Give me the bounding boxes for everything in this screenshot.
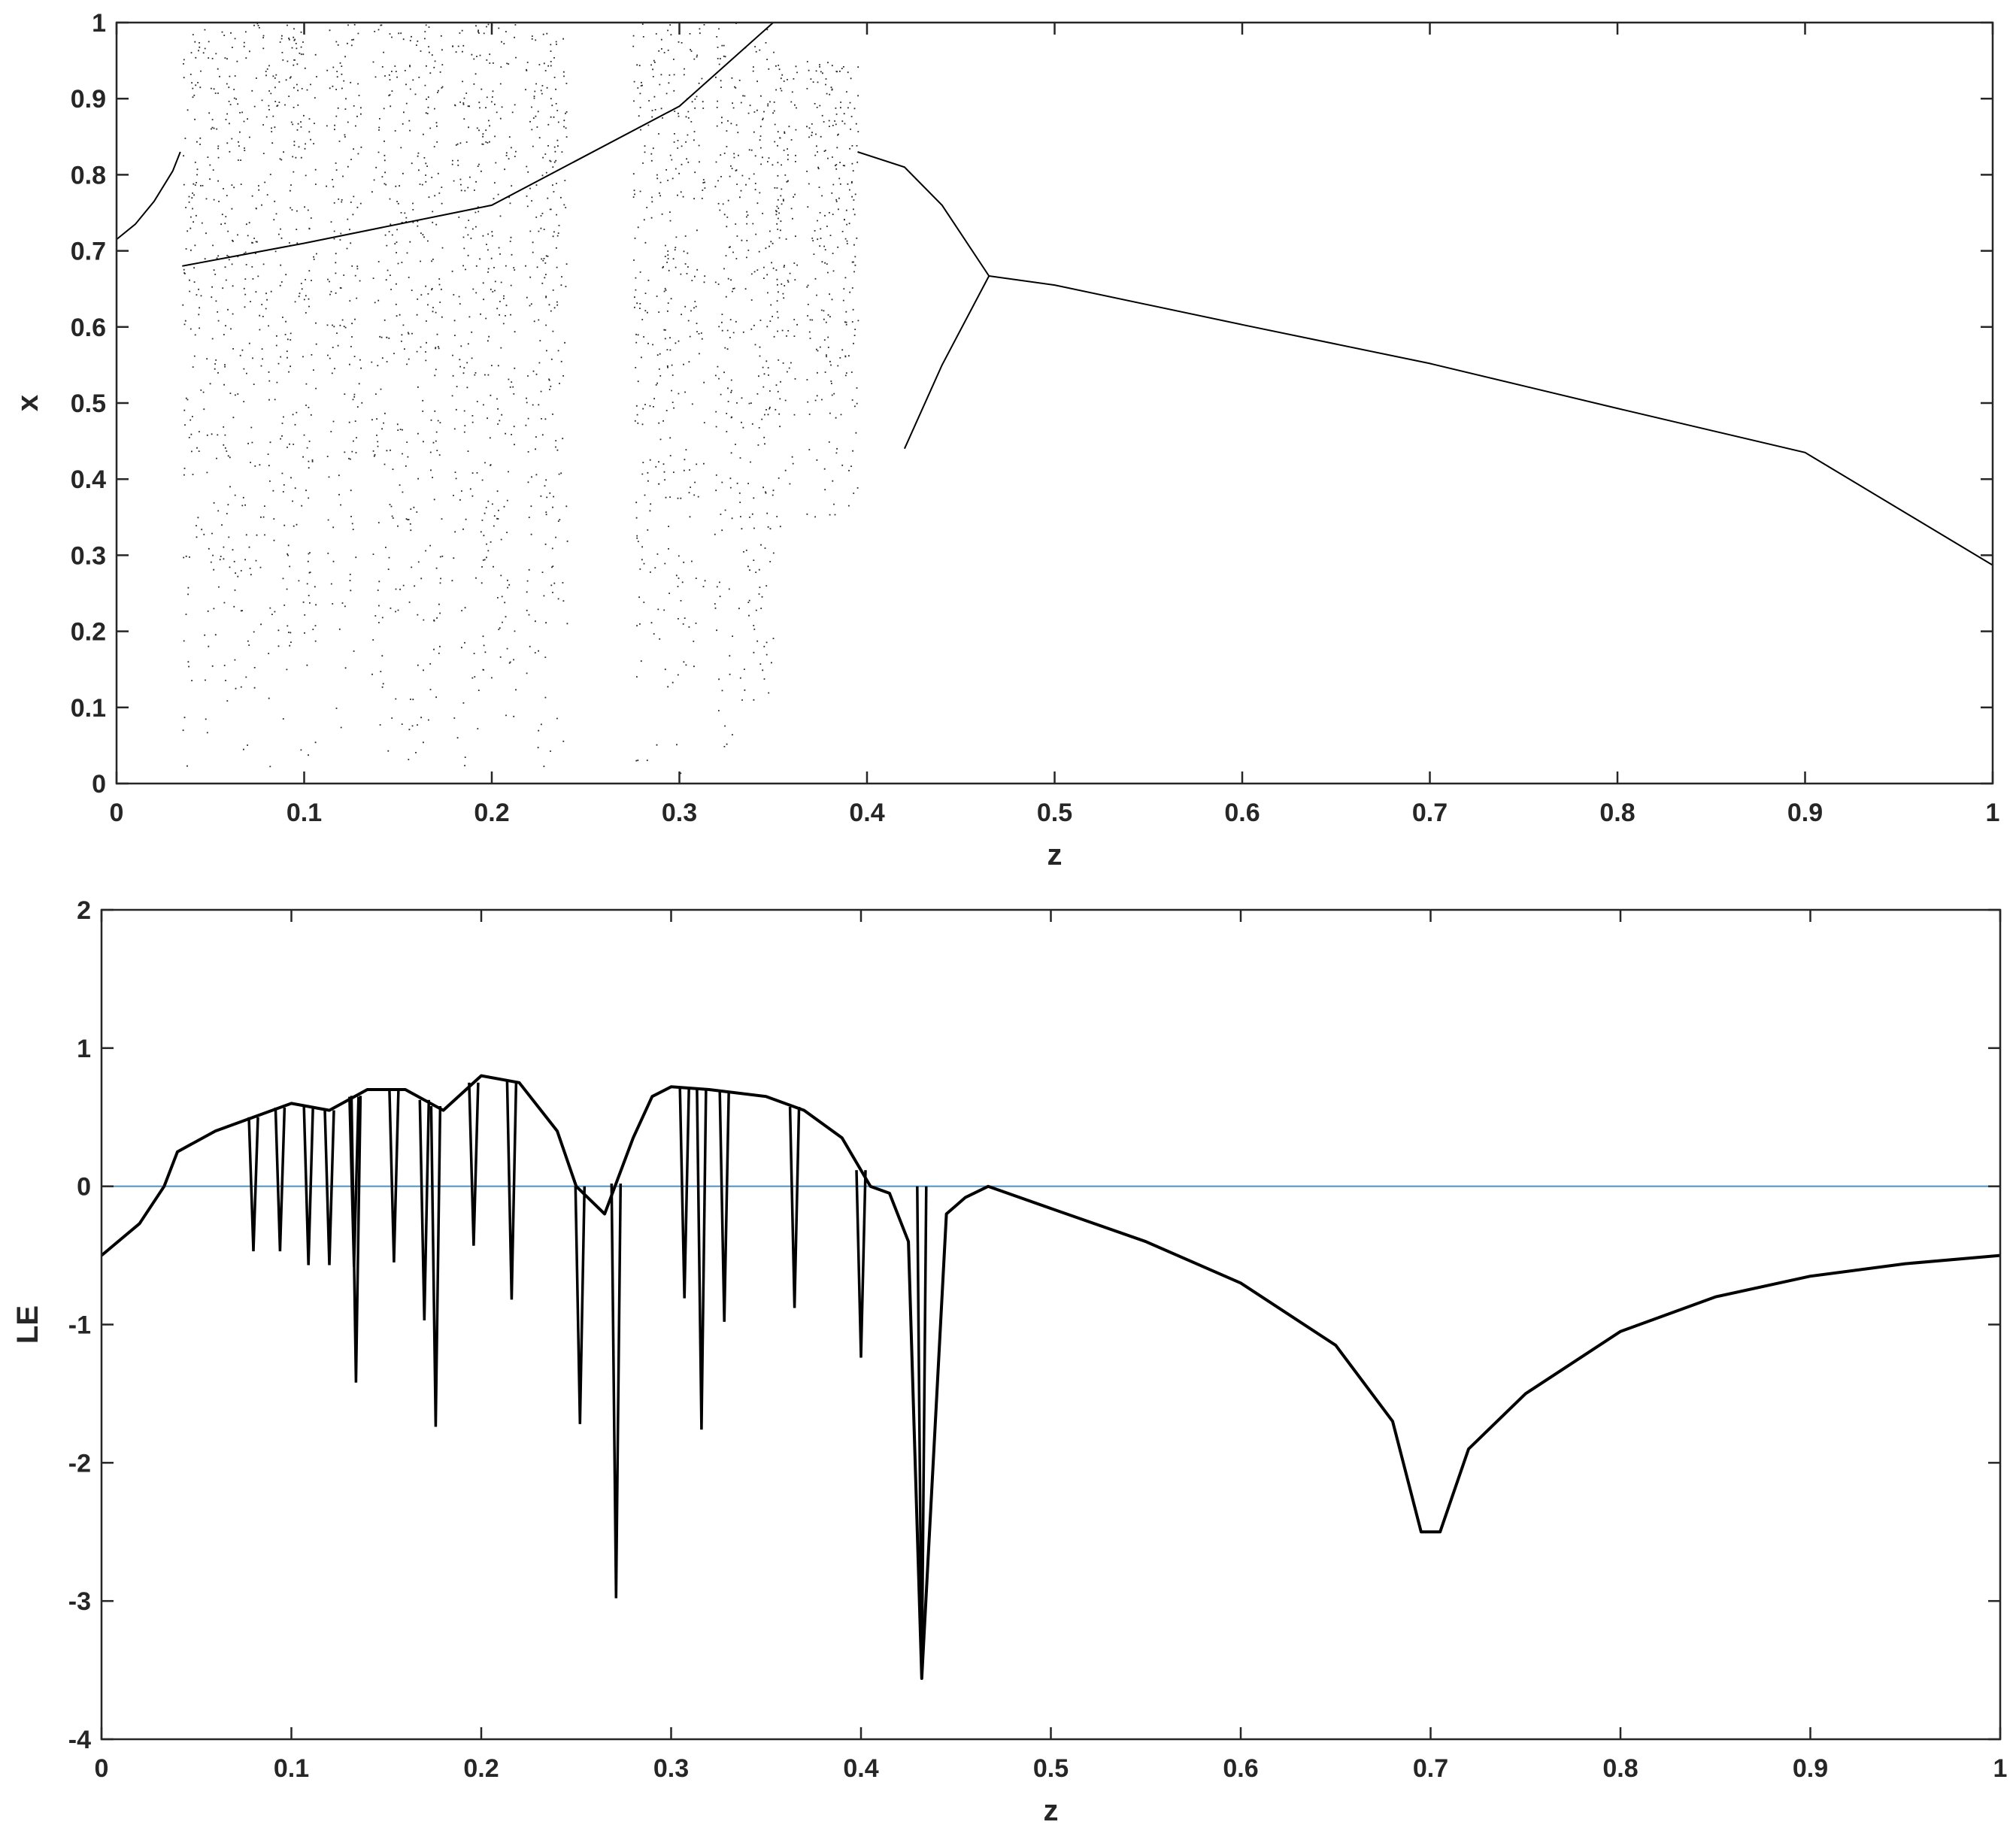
- lyapunov-dip: [247, 1117, 259, 1252]
- lyapunov-dip: [574, 1186, 587, 1424]
- lyapunov-dip: [610, 1183, 623, 1599]
- top-x-ticks: 0 0.1 0.2 0.3 0.4 0.5 0.6 0.7 0.8 0.9 1: [110, 23, 2000, 827]
- attractor-branch-line: [182, 22, 774, 267]
- y-tick-label: 0: [92, 770, 106, 799]
- x-tick-label: 0.1: [274, 1754, 309, 1783]
- attractor-branch-line: [903, 275, 990, 450]
- chaotic-band-points: [632, 23, 775, 774]
- attractor-branch-line: [989, 275, 1993, 566]
- bifurcation-panel: 0 0.1 0.2 0.3 0.4 0.5 0.6 0.7 0.8 0.9 1 0 0.1 0.2 0.3…: [11, 9, 1999, 871]
- y-tick-label: 0.1: [71, 694, 106, 723]
- y-tick-label: 0.9: [71, 85, 106, 114]
- lyapunov-dip: [718, 1091, 730, 1322]
- x-tick-label: 0.4: [849, 799, 884, 827]
- bottom-x-ticks: 0 0.1 0.2 0.3 0.4 0.5 0.6 0.7 0.8 0.9 1: [95, 910, 2008, 1783]
- lyapunov-dip: [678, 1087, 690, 1299]
- top-y-ticks: 0 0.1 0.2 0.3 0.4 0.5 0.6 0.7 0.8 0.9 1: [71, 9, 1993, 799]
- lyapunov-exponent-series: [100, 1074, 2001, 1681]
- y-tick-label: 0.4: [71, 465, 106, 494]
- chaotic-band-cloud: [182, 23, 859, 774]
- lyapunov-dip: [274, 1107, 286, 1252]
- lyapunov-dip: [855, 1170, 867, 1358]
- lyapunov-dip: [388, 1089, 400, 1263]
- y-tick-label: 0.5: [71, 390, 106, 418]
- bottom-x-axis-label: z: [1044, 1794, 1059, 1827]
- top-axes-frame: [115, 21, 1994, 785]
- x-tick-label: 0: [110, 799, 124, 827]
- lyapunov-dip: [418, 1099, 431, 1321]
- x-tick-label: 1: [1986, 799, 2000, 827]
- top-x-axis-label: z: [1047, 838, 1063, 871]
- y-tick-label: 0: [77, 1173, 91, 1202]
- x-tick-label: 0.2: [463, 1754, 499, 1783]
- lyapunov-dip: [788, 1106, 801, 1308]
- x-tick-label: 0.6: [1223, 1754, 1258, 1783]
- lyapunov-dip: [429, 1105, 442, 1427]
- y-tick-label: 0.8: [71, 161, 106, 189]
- x-tick-label: 0.1: [286, 799, 322, 827]
- y-tick-label: 0.7: [71, 238, 106, 266]
- x-tick-label: 0.5: [1037, 799, 1072, 827]
- x-tick-label: 0.6: [1224, 799, 1260, 827]
- x-tick-label: 0.4: [843, 1754, 878, 1783]
- lyapunov-dip: [302, 1106, 314, 1266]
- lyapunov-dip: [350, 1096, 362, 1383]
- y-tick-label: -1: [68, 1311, 91, 1340]
- y-tick-label: 1: [77, 1035, 91, 1063]
- lyapunov-dip: [505, 1081, 518, 1300]
- y-tick-label: 0.2: [71, 618, 106, 647]
- x-tick-label: 0.7: [1412, 799, 1448, 827]
- attractor-branch-line: [857, 151, 990, 277]
- x-tick-label: 0.8: [1599, 799, 1635, 827]
- x-tick-label: 0.3: [653, 1754, 689, 1783]
- y-tick-label: 2: [77, 896, 91, 925]
- x-tick-label: 1: [1993, 1754, 2008, 1783]
- y-tick-label: 0.6: [71, 314, 106, 342]
- bottom-y-ticks: -4 -3 -2 -1 0 1 2: [68, 896, 2000, 1754]
- y-tick-label: -4: [68, 1726, 91, 1754]
- bottom-axes-frame: [100, 908, 2002, 1741]
- x-tick-label: 0.3: [662, 799, 697, 827]
- x-tick-label: 0.9: [1793, 1754, 1828, 1783]
- x-tick-label: 0.8: [1602, 1754, 1638, 1783]
- chaotic-band-points: [773, 61, 859, 528]
- chaotic-band-points: [182, 23, 568, 768]
- x-tick-label: 0.9: [1787, 799, 1823, 827]
- lyapunov-dip: [468, 1082, 480, 1246]
- lyapunov-dip: [696, 1089, 708, 1430]
- y-tick-label: 1: [92, 9, 106, 38]
- lyapunov-dips: [247, 1081, 928, 1679]
- lyapunov-panel: 0 0.1 0.2 0.3 0.4 0.5 0.6 0.7 0.8 0.9 1 -4 -3 -2 -1 0 1…: [11, 896, 2007, 1827]
- attractor-branch-line: [116, 151, 181, 241]
- y-tick-label: 0.3: [71, 541, 106, 570]
- x-tick-label: 0.2: [474, 799, 509, 827]
- attractor-branches: [116, 22, 1993, 566]
- x-tick-label: 0.7: [1413, 1754, 1448, 1783]
- x-tick-label: 0.5: [1033, 1754, 1069, 1783]
- x-tick-label: 0: [95, 1754, 109, 1783]
- lyapunov-dip: [323, 1110, 335, 1266]
- top-y-axis-label: x: [11, 395, 44, 411]
- y-tick-label: -2: [68, 1449, 91, 1478]
- bottom-y-axis-label: LE: [11, 1305, 44, 1344]
- y-tick-label: -3: [68, 1587, 91, 1616]
- lyapunov-dip: [916, 1186, 928, 1679]
